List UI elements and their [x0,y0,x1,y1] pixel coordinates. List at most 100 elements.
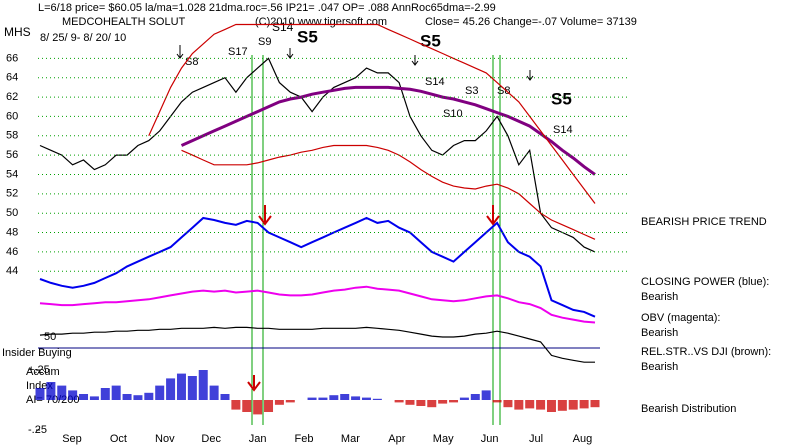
side-label: CLOSING POWER (blue): [641,276,769,288]
accum-bar [481,390,491,400]
y-tick-label: 54 [6,168,18,180]
x-tick-label: Sep [62,433,82,445]
plot-area [39,23,596,363]
accum-bar [416,400,426,406]
series-line [181,144,596,240]
accum-bar [568,400,578,410]
accum-bar [525,400,535,409]
level-label: 50 [44,331,56,343]
accum-bar [144,392,154,400]
accum-bar [166,378,176,400]
y-tick-label: 58 [6,130,18,142]
y-tick-label: 52 [6,188,18,200]
accum-bar [111,385,121,400]
signal-label: S8 [497,85,510,97]
accum-bar [68,390,78,400]
signal-label: S14 [553,124,573,136]
accum-bar [372,398,382,400]
x-tick-label: Jan [249,433,267,445]
accum-bar [590,400,600,408]
side-label: Bearish [641,327,678,339]
accum-bar [242,400,252,412]
x-tick-label: Jun [481,433,499,445]
signal-label: S17 [228,46,248,58]
accum-bar [449,400,459,403]
accum-bar [394,400,404,403]
accum-label: Accum [26,366,60,378]
y-tick-label: 62 [6,91,18,103]
x-tick-label: Apr [388,433,405,445]
accum-bar [579,400,589,409]
accum-bar [351,396,361,400]
accum-bar [176,373,186,400]
insider-label: Insider Buying [2,347,72,359]
accum-bar [35,388,45,400]
symbol: MHS [4,25,31,39]
date-range: 8/ 25/ 9- 8/ 20/ 10 [40,32,126,44]
accum-bar [318,397,328,400]
series-line [39,326,595,363]
accum-bar [198,370,208,400]
arrows [247,205,500,392]
side-label: Bearish [641,361,678,373]
side-label: REL.STR..VS DJI (brown): [641,346,771,358]
accum-bar [253,400,263,415]
accum-bar [546,400,556,412]
signal-label: S3 [465,85,478,97]
signal-label: S9 [258,36,271,48]
accum-bar [427,400,437,408]
accum-bar [405,400,415,405]
signal-label: S14 [425,76,445,88]
signal-label: S5 [551,89,572,108]
accum-bar [57,385,67,400]
accum-bar [307,397,317,400]
accum-bar [459,397,469,400]
side-label: Bearish Distribution [641,403,736,415]
signal-label: S14 [272,20,294,34]
x-tick-label: Jul [529,433,543,445]
accum-bar [187,376,197,400]
side-label: OBV (magenta): [641,312,720,324]
side-label: BEARISH PRICE TREND [641,216,767,228]
accum-bar [340,394,350,400]
accum-bar [155,385,165,400]
x-tick-label: Feb [295,433,314,445]
accum-bar [220,394,230,400]
y-tick-label: 44 [6,265,18,277]
accum-bar [503,400,513,408]
x-tick-label: Nov [155,433,175,445]
y-tick-label: 48 [6,226,18,238]
side-label: Bearish [641,291,678,303]
accum-bar [438,400,448,404]
accum-bar [89,396,99,400]
accum-bar [514,400,524,410]
series-line [39,57,596,253]
accum-bar [231,400,241,410]
accum-bar [133,395,143,400]
signal-lines [251,55,501,425]
x-tick-label: Oct [110,433,127,445]
accum-bar [264,400,274,412]
accum-bar [492,400,502,403]
close-info: Close= 45.26 Change=-.07 Volume= 37139 [425,16,637,28]
accum-bar [79,394,89,400]
x-tick-label: Mar [341,433,360,445]
accum-bar [361,397,371,400]
series-line [180,85,596,176]
y-tick-label: 50 [6,207,18,219]
accum-bar [536,400,546,410]
accum-bar [122,394,132,400]
y-tick-label: 66 [6,52,18,64]
signal-label: S10 [443,108,463,120]
signal-label: S8 [185,56,198,68]
series-line [148,23,596,204]
accum-bar [557,400,567,411]
accum-bar [470,394,480,400]
header-info: L=6/18 price= $60.05 la/ma=1.028 21dma.r… [38,2,496,14]
accum-bar [274,400,284,405]
accum-bar [46,382,56,400]
accum-bar [209,385,219,400]
series-line [39,285,596,324]
y-tick-label: 46 [6,246,18,258]
